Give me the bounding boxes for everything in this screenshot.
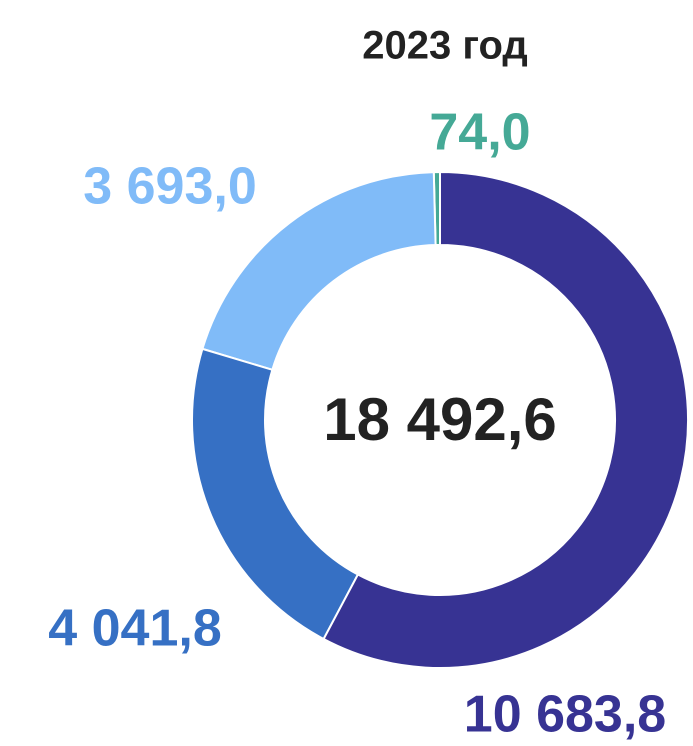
value-label: 3 693,0 [83, 158, 257, 216]
donut-slice [201, 171, 437, 372]
value-label: 10 683,8 [464, 686, 666, 744]
value-label: 74,0 [429, 104, 530, 162]
chart-title: 2023 год [362, 24, 528, 68]
donut-slice [322, 170, 689, 669]
value-label: 4 041,8 [48, 600, 222, 658]
donut-slice [191, 347, 360, 641]
center-label: 18 492,6 [323, 386, 557, 453]
